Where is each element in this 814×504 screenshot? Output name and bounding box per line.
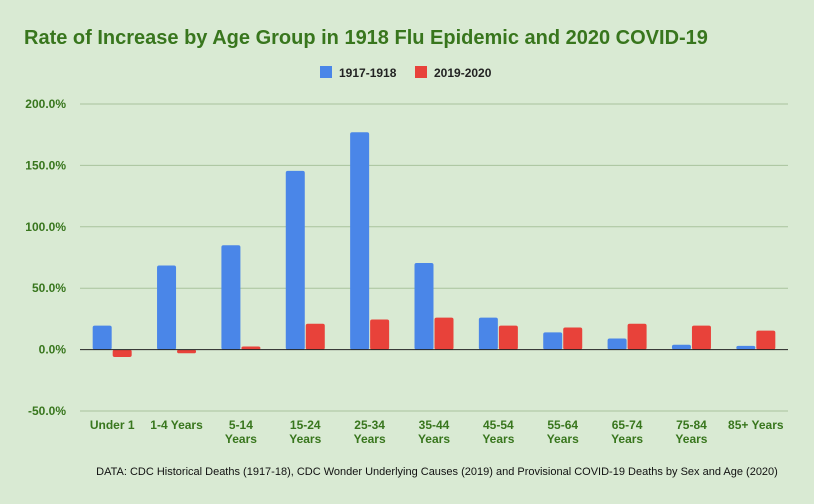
source-note: DATA: CDC Historical Deaths (1917-18), C… [96,466,778,478]
bar-2019-2020-5-14-years [241,346,261,350]
bar-2019-2020-85-years [756,330,776,350]
bar-2019-2020-under-1 [112,349,132,357]
bar-1917-1918-75-84-years [671,344,691,350]
chart-title: Rate of Increase by Age Group in 1918 Fl… [24,27,708,49]
bar-2019-2020-25-34-years [370,319,390,350]
x-tick-label: 1-4 Years [150,418,203,432]
legend-label-2019-2020: 2019-2020 [434,66,492,80]
bar-2019-2020-35-44-years [434,317,454,350]
y-tick-label: -50.0% [28,404,66,418]
x-tick-label: Under 1 [90,418,135,432]
bar-1917-1918-under-1 [92,325,112,350]
legend: 1917-1918 2019-2020 [320,66,492,80]
bar-2019-2020-1-4-years [177,349,197,354]
bar-1917-1918-55-64-years [543,332,563,350]
x-tick-label: 25-34 Years [354,418,386,446]
y-tick-label: 0.0% [39,343,67,357]
bar-2019-2020-45-54-years [498,325,518,350]
x-tick-label: 45-54 Years [482,418,514,446]
x-tick-label: 5-14 Years [225,418,257,446]
x-tick-label: 35-44 Years [418,418,450,446]
gridlines [80,103,788,412]
bar-2019-2020-15-24-years [305,323,325,350]
bar-1917-1918-85-years [736,345,756,350]
legend-swatch-1917-1918 [320,66,332,78]
bar-2019-2020-55-64-years [563,327,583,350]
bar-1917-1918-45-54-years [478,317,498,350]
y-tick-label: 100.0% [25,220,66,234]
y-tick-label: 200.0% [25,97,66,111]
bar-2019-2020-75-84-years [691,325,711,350]
x-tick-label: 75-84 Years [675,418,707,446]
y-tick-label: 50.0% [32,281,66,295]
bar-1917-1918-1-4-years [157,265,177,350]
y-tick-label: 150.0% [25,158,66,172]
bars [92,132,776,357]
bar-1917-1918-25-34-years [350,132,370,350]
bar-1917-1918-65-74-years [607,338,627,350]
x-tick-label: 55-64 Years [547,418,579,446]
x-tick-label: 15-24 Years [289,418,321,446]
bar-1917-1918-35-44-years [414,263,434,350]
bar-2019-2020-65-74-years [627,323,647,350]
legend-swatch-2019-2020 [415,66,427,78]
bar-1917-1918-5-14-years [221,245,241,350]
legend-label-1917-1918: 1917-1918 [339,66,397,80]
x-tick-label: 85+ Years [728,418,784,432]
y-axis-ticks: 200.0% 150.0% 100.0% 50.0% 0.0% -50.0% [25,97,66,418]
x-tick-label: 65-74 Years [611,418,643,446]
x-axis-ticks: Under 1 1-4 Years 5-14 Years 15-24 Years 25-34… [90,418,784,446]
bar-1917-1918-15-24-years [285,170,305,350]
